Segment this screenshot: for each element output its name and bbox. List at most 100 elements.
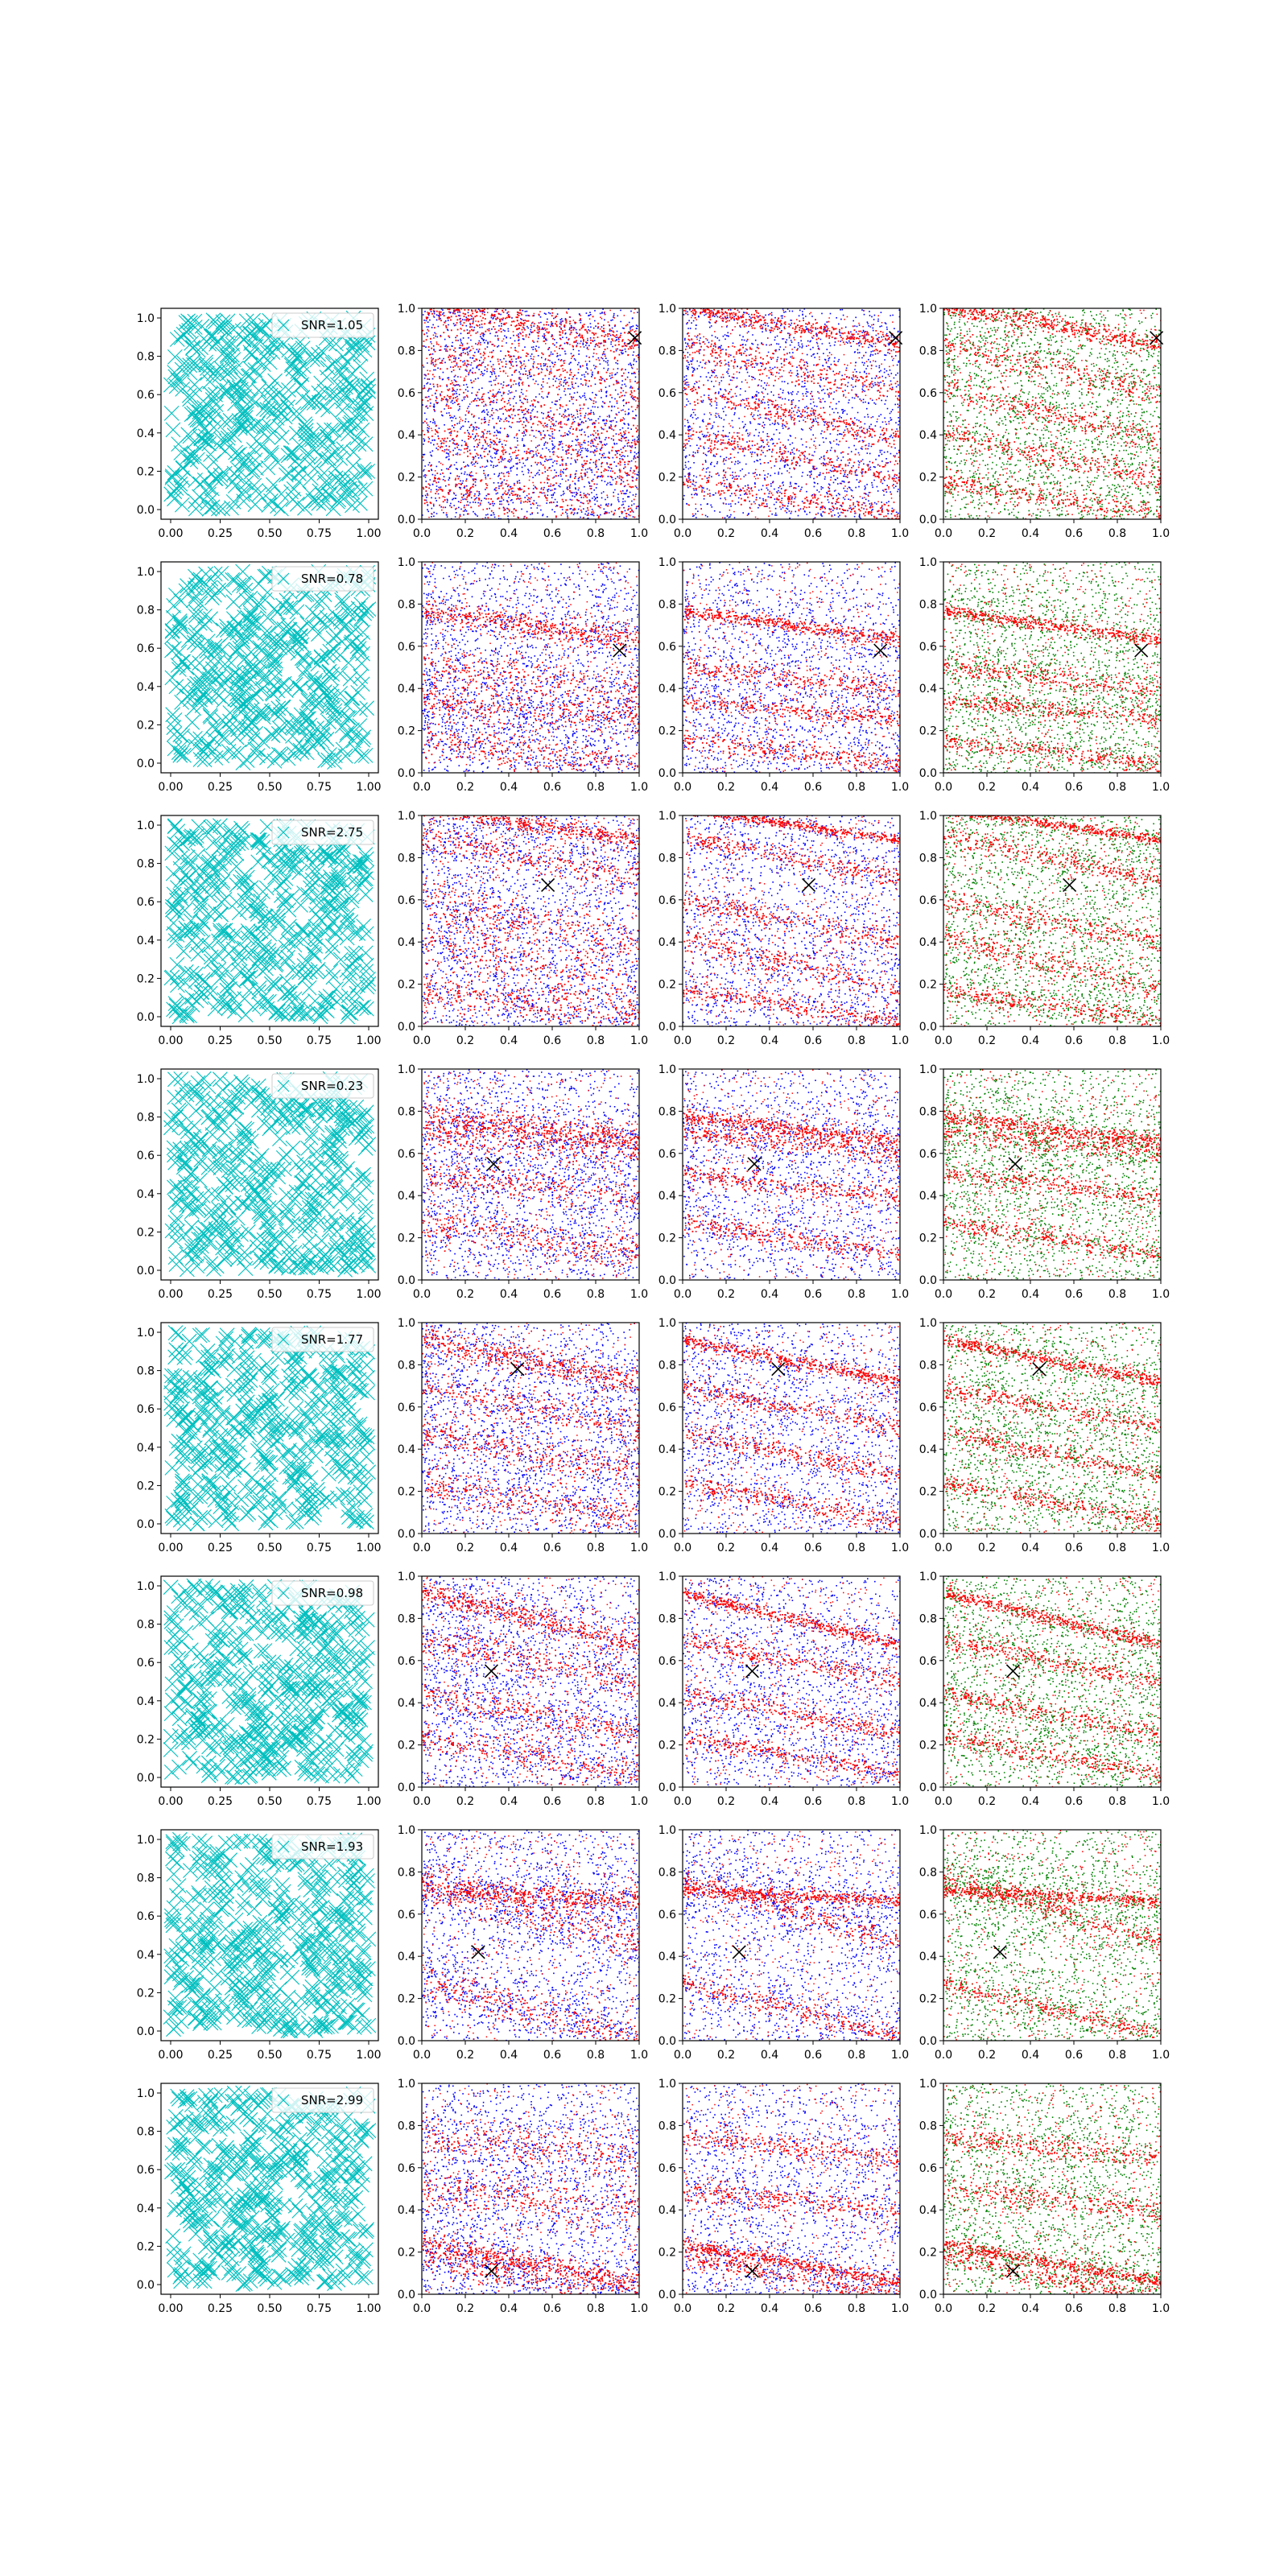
y-tick-label: 0.4 <box>919 1443 937 1456</box>
y-tick-label: 0.8 <box>658 1105 676 1118</box>
y-tick-label: 0.2 <box>919 1232 937 1245</box>
x-tick-label: 0.4 <box>761 1542 778 1554</box>
x-tick-label: 0.0 <box>413 527 431 540</box>
y-tick-label: 0.6 <box>398 387 415 400</box>
y-tick-label: 0.0 <box>919 514 937 526</box>
y-tick-label: 0.8 <box>137 1365 155 1378</box>
y-tick-label: 1.0 <box>398 556 415 569</box>
panel-r2-c1: 0.00 0.25 0.50 0.75 1.000.00.20.40.60.81.0 SN… <box>137 562 382 794</box>
y-tick-label: 0.0 <box>137 1772 155 1785</box>
y-tick-label: 0.0 <box>137 1265 155 1278</box>
y-tick-label: 0.8 <box>919 345 937 357</box>
y-tick-label: 0.8 <box>658 2120 676 2132</box>
y-tick-label: 0.2 <box>137 1733 155 1746</box>
series-red-points <box>943 1576 1162 1788</box>
x-tick-label: 0.2 <box>717 781 735 794</box>
legend-label: SNR=1.77 <box>301 1332 363 1347</box>
y-tick-label: 0.6 <box>137 1403 155 1416</box>
y-tick-label: 0.6 <box>398 1148 415 1161</box>
axes-frame <box>943 1069 1161 1280</box>
panel-r4-c1: 0.00 0.25 0.50 0.75 1.000.00.20.40.60.81.0 SN… <box>137 1069 382 1301</box>
series-red-points <box>943 2083 1162 2303</box>
y-tick-label: 1.0 <box>919 303 937 316</box>
x-tick-label: 0.4 <box>500 527 518 540</box>
x-tick-label: 0.50 <box>257 527 282 540</box>
x-tick-label: 1.0 <box>630 1795 648 1808</box>
x-tick-label: 0.6 <box>804 2302 822 2315</box>
x-tick-label: 0.0 <box>935 781 952 794</box>
x-tick-label: 0.6 <box>804 781 822 794</box>
y-tick-label: 0.2 <box>398 979 415 992</box>
y-tick-label: 0.2 <box>398 1232 415 1245</box>
x-tick-label: 0.8 <box>587 527 605 540</box>
x-tick-label: 0.8 <box>587 1795 605 1808</box>
y-tick-label: 0.4 <box>658 2204 676 2217</box>
y-tick-label: 0.6 <box>398 1909 415 1922</box>
y-tick-label: 0.4 <box>658 1443 676 1456</box>
x-tick-label: 0.2 <box>717 1795 735 1808</box>
x-tick-label: 0.8 <box>587 1034 605 1047</box>
y-tick-label: 0.2 <box>919 1740 937 1752</box>
y-tick-label: 1.0 <box>398 810 415 823</box>
y-tick-label: 0.2 <box>398 1993 415 2006</box>
x-tick-label: 0.0 <box>674 1795 691 1808</box>
x-tick-label: 0.50 <box>257 781 282 794</box>
y-tick-label: 1.0 <box>919 556 937 569</box>
x-tick-label: 0.4 <box>500 1795 518 1808</box>
scatter-points <box>683 1830 902 2063</box>
x-tick-label: 0.8 <box>1108 1542 1126 1554</box>
y-tick-label: 0.4 <box>919 683 937 696</box>
x-tick-label: 0.75 <box>307 2302 332 2315</box>
panel-r7-c1: 0.00 0.25 0.50 0.75 1.000.00.20.40.60.81.0 SN… <box>137 1830 382 2062</box>
x-tick-label: 1.0 <box>1152 527 1170 540</box>
series-blue-points <box>683 261 901 548</box>
y-tick-label: 0.2 <box>137 972 155 985</box>
x-tick-label: 0.2 <box>456 1034 474 1047</box>
x-tick-label: 1.0 <box>1152 1795 1170 1808</box>
target-marker-icon <box>485 2264 497 2277</box>
legend-label: SNR=1.05 <box>301 318 363 332</box>
x-tick-label: 0.0 <box>413 1034 431 1047</box>
x-tick-label: 0.00 <box>158 1542 183 1554</box>
y-tick-label: 0.4 <box>658 1697 676 1710</box>
scatter-points <box>422 1571 641 1805</box>
x-tick-label: 1.0 <box>891 1542 909 1554</box>
y-tick-label: 0.2 <box>398 1740 415 1752</box>
x-tick-label: 0.50 <box>257 1034 282 1047</box>
y-tick-label: 0.6 <box>658 1402 676 1414</box>
series-uniform-x-markers <box>163 311 375 516</box>
panel-r2-c3: 0.0 0.2 0.4 0.6 0.8 1.00.00.20.40.60.81.0 <box>658 556 909 795</box>
y-tick-label: 1.0 <box>919 810 937 823</box>
x-tick-label: 0.2 <box>456 781 474 794</box>
target-marker-icon <box>1006 1665 1019 1678</box>
y-tick-label: 0.8 <box>398 345 415 357</box>
x-marker-cloud <box>163 1579 374 1785</box>
y-tick-label: 0.4 <box>137 1949 155 1962</box>
panel-r4-c3: 0.0 0.2 0.4 0.6 0.8 1.00.00.20.40.60.81.0 <box>658 1063 909 1301</box>
x-tick-label: 0.6 <box>804 527 822 540</box>
y-tick-label: 0.0 <box>919 2289 937 2301</box>
series-uniform-x-markers <box>163 1579 374 1785</box>
x-tick-label: 0.0 <box>935 1034 952 1047</box>
y-tick-label: 0.8 <box>398 1105 415 1118</box>
series-blue-points <box>422 562 640 802</box>
x-tick-label: 0.4 <box>1022 1034 1039 1047</box>
x-tick-label: 0.2 <box>978 1542 996 1554</box>
x-tick-label: 0.8 <box>587 2302 605 2315</box>
x-tick-label: 0.6 <box>804 1542 822 1554</box>
y-tick-label: 0.6 <box>658 1909 676 1922</box>
y-tick-label: 0.0 <box>137 2279 155 2292</box>
x-tick-label: 0.8 <box>848 1288 865 1301</box>
y-tick-label: 0.4 <box>137 681 155 694</box>
series-red-points <box>683 1831 901 2044</box>
x-tick-label: 0.4 <box>761 781 778 794</box>
y-tick-label: 1.0 <box>398 303 415 316</box>
x-tick-label: 0.6 <box>543 1034 561 1047</box>
y-tick-label: 1.0 <box>137 1834 155 1847</box>
scatter-points <box>683 2070 902 2341</box>
y-tick-label: 0.6 <box>919 1402 937 1414</box>
x-tick-label: 0.0 <box>935 2302 952 2315</box>
x-tick-label: 0.0 <box>413 1288 431 1301</box>
y-tick-label: 0.6 <box>658 1655 676 1668</box>
